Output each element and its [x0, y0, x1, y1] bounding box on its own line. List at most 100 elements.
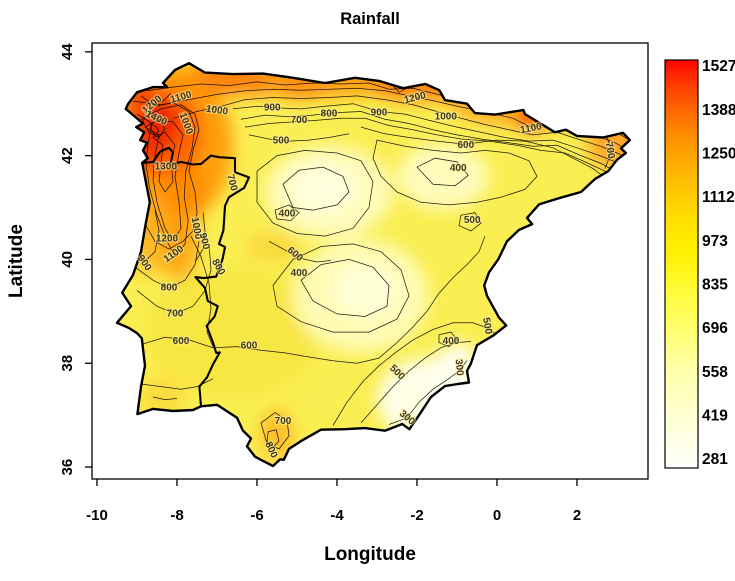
contour-line-700: [244, 117, 620, 187]
x-axis-title: Longitude: [324, 544, 416, 565]
contour-line-1400: [142, 110, 166, 138]
colorbar: 1527 1388 1250 1112 973 835 696 558 419 281: [664, 58, 735, 469]
contour-line-500: [332, 322, 500, 426]
contour-line-600: [190, 235, 214, 347]
contour-label: 500: [464, 215, 481, 226]
contour-line-900: [232, 103, 624, 169]
contour-line-400: [274, 204, 300, 221]
colorbar-tick-label: 835: [702, 276, 728, 293]
shading-blob: [333, 264, 397, 317]
y-tick-label: 44: [59, 43, 76, 60]
contour-line-1000: [172, 95, 630, 159]
contour-label: 1000: [205, 104, 229, 118]
contour-label: 300: [453, 359, 465, 377]
colorbar-tick-label: 696: [702, 320, 728, 337]
x-tick-label: -4: [330, 507, 344, 524]
contour-line-500: [272, 243, 410, 333]
contour-line-600: [268, 240, 332, 263]
x-tick-label: -6: [250, 507, 263, 524]
contour-line-500: [256, 150, 374, 237]
contour-label: 500: [273, 136, 290, 147]
contour-line-1100: [526, 100, 542, 112]
x-tick-label: -2: [410, 507, 423, 524]
contour-line-600: [138, 235, 486, 364]
contour-label: 400: [450, 163, 467, 174]
contour-line-1200: [144, 119, 184, 243]
contour-line-700: [136, 243, 212, 315]
x-tick-label: 0: [493, 507, 501, 524]
contour-line-800: [240, 111, 622, 180]
contour-label: 400: [291, 268, 308, 279]
contour-label: 400: [279, 208, 296, 219]
contour-label: 500: [480, 317, 494, 336]
contour-line-400: [360, 341, 472, 424]
contour-line-500: [372, 139, 538, 206]
y-axis-title: Latitude: [6, 224, 27, 298]
contour-line-900: [132, 210, 160, 263]
shading-blob: [261, 408, 293, 461]
iberia-coastline: [115, 62, 631, 468]
contour-label: 400: [443, 336, 460, 347]
colorbar-tick-label: 1250: [702, 145, 735, 162]
y-tick-label: 40: [59, 251, 76, 268]
shading-blob: [139, 376, 183, 418]
contour-line-1200: [140, 93, 172, 106]
x-tick-label: -8: [170, 507, 183, 524]
shading-blob: [397, 142, 489, 211]
contour-line-1500: [150, 122, 160, 136]
contour-line-700: [152, 396, 178, 400]
contour-line-500: [248, 133, 350, 142]
contour-line-500: [458, 212, 482, 232]
contour-label: 700: [275, 416, 292, 427]
contour-line-1300: [152, 131, 176, 193]
contour-line-400: [438, 331, 458, 348]
contour-line-400: [416, 157, 469, 187]
contour-label: 1000: [435, 111, 458, 122]
contour-line-400: [282, 166, 350, 211]
contour-line-800: [266, 429, 280, 448]
shading-blob: [291, 166, 355, 213]
contour-label: 900: [264, 103, 281, 114]
contour-line-700: [260, 412, 290, 450]
contour-label: 1200: [156, 233, 179, 244]
x-tick-label: -10: [86, 507, 108, 524]
portugal-spain-border: [141, 146, 251, 408]
outline-layer: [115, 62, 631, 468]
shading-blob: [197, 64, 269, 96]
contour-label: 600: [173, 336, 190, 347]
contour-label: 600: [241, 341, 258, 352]
chart-title: Rainfall: [340, 10, 400, 28]
y-tick-label: 36: [59, 459, 76, 476]
colorbar-tick-label: 419: [702, 407, 728, 424]
contour-label: 900: [371, 108, 388, 119]
contour-label: 1000: [189, 216, 204, 240]
contour-label: 700: [167, 309, 184, 320]
colorbar-gradient: [664, 59, 699, 469]
shading-blob: [245, 230, 301, 263]
contour-label: 700: [603, 141, 617, 160]
colorbar-tick-label: 1112: [702, 189, 735, 206]
colorbar-tick-label: 281: [702, 451, 728, 468]
y-tick-label: 38: [59, 355, 76, 372]
contour-line-1000: [134, 104, 200, 250]
contour-line-400: [300, 259, 390, 317]
plot-frame: [91, 42, 649, 480]
shading-blob: [449, 80, 630, 128]
contour-label: 700: [291, 115, 308, 126]
contour-line-900: [194, 212, 206, 263]
shading-blob: [533, 86, 569, 116]
contour-line-300: [388, 360, 468, 425]
y-tick-label: 42: [59, 147, 76, 164]
contour-label: 1300: [155, 162, 178, 173]
contour-label: 800: [161, 283, 178, 294]
shading-blob: [145, 269, 321, 395]
x-axis: -10 -8 -6 -4 -2 0 2: [86, 479, 581, 524]
y-axis: 36 38 40 42 44: [59, 43, 92, 476]
contour-line-600: [360, 126, 614, 190]
contour-label: 600: [457, 140, 474, 151]
colorbar-tick-label: 1527: [702, 58, 735, 75]
x-tick-label: 2: [573, 507, 581, 524]
